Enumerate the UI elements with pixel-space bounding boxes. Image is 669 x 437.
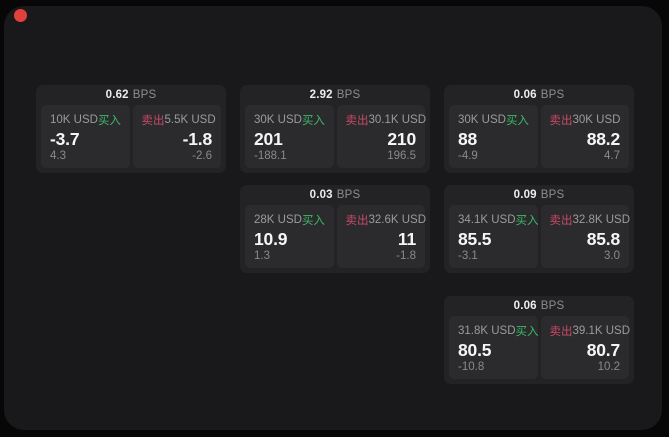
buy-size: 34.1K USD (458, 214, 516, 226)
quote-card: 0.62 BPS 10K USD 买入 -3.7 4.3 卖出 5.5K USD… (36, 85, 226, 173)
sell-label: 卖出 (549, 115, 573, 127)
sell-quote-panel[interactable]: 卖出 30.1K USD 210 196.5 (336, 105, 427, 168)
sell-size: 32.8K USD (572, 214, 631, 226)
buy-label: 买入 (301, 115, 325, 127)
buy-price: 88 (458, 128, 478, 149)
buy-size: 30K USD (458, 114, 506, 126)
buy-change: -4.9 (458, 150, 478, 162)
sell-change: 196.5 (387, 150, 416, 162)
quote-body: 28K USD 买入 10.9 1.3 卖出 32.6K USD 11 -1.8 (245, 205, 427, 268)
quote-card: 0.06 BPS 31.8K USD 买入 80.5 -10.8 卖出 39.1… (444, 296, 634, 384)
spread-bps-value: 0.09 (513, 189, 537, 201)
buy-change: 1.3 (254, 250, 270, 262)
buy-label: 买入 (515, 326, 539, 338)
buy-label: 买入 (515, 215, 539, 227)
buy-quote-panel[interactable]: 30K USD 买入 88 -4.9 (449, 105, 538, 168)
quote-body: 34.1K USD 买入 85.5 -3.1 卖出 32.8K USD 85.8… (449, 205, 631, 268)
card-header: 0.62 BPS (41, 85, 221, 105)
spread-bps-value: 0.06 (513, 300, 537, 312)
buy-price: -3.7 (50, 128, 80, 149)
spread-bps-value: 0.06 (513, 89, 537, 101)
quote-card: 0.03 BPS 28K USD 买入 10.9 1.3 卖出 32.6K US… (240, 185, 430, 273)
card-header: 2.92 BPS (245, 85, 425, 105)
spread-bps-unit: BPS (336, 189, 361, 201)
sell-quote-panel[interactable]: 卖出 39.1K USD 80.7 10.2 (540, 316, 631, 379)
buy-quote-panel[interactable]: 34.1K USD 买入 85.5 -3.1 (449, 205, 539, 268)
sell-label: 卖出 (345, 115, 369, 127)
spread-bps-unit: BPS (132, 89, 157, 101)
sell-quote-panel[interactable]: 卖出 32.8K USD 85.8 3.0 (540, 205, 631, 268)
sell-size: 5.5K USD (164, 114, 216, 126)
buy-quote-panel[interactable]: 30K USD 买入 201 -188.1 (245, 105, 334, 168)
sell-size: 30.1K USD (368, 114, 427, 126)
buy-change: -188.1 (254, 150, 287, 162)
sell-label: 卖出 (549, 326, 573, 338)
sell-quote-panel[interactable]: 卖出 32.6K USD 11 -1.8 (336, 205, 427, 268)
spread-bps-unit: BPS (540, 89, 565, 101)
buy-size: 31.8K USD (458, 325, 516, 337)
sell-label: 卖出 (549, 215, 573, 227)
sell-quote-panel[interactable]: 卖出 30K USD 88.2 4.7 (540, 105, 629, 168)
buy-quote-panel[interactable]: 10K USD 买入 -3.7 4.3 (41, 105, 130, 168)
sell-price: 88.2 (586, 128, 620, 149)
buy-quote-panel[interactable]: 31.8K USD 买入 80.5 -10.8 (449, 316, 539, 379)
sell-price: 210 (387, 128, 416, 149)
sell-label: 卖出 (345, 215, 369, 227)
quote-body: 30K USD 买入 201 -188.1 卖出 30.1K USD 210 1… (245, 105, 427, 168)
buy-price: 85.5 (458, 228, 492, 249)
buy-label: 买入 (301, 215, 325, 227)
buy-quote-panel[interactable]: 28K USD 买入 10.9 1.3 (245, 205, 334, 268)
sell-price: 80.7 (586, 339, 620, 360)
sell-change: 3.0 (604, 250, 620, 262)
buy-price: 201 (254, 128, 283, 149)
buy-size: 30K USD (254, 114, 302, 126)
buy-label: 买入 (505, 115, 529, 127)
spread-bps-value: 0.03 (309, 189, 333, 201)
sell-label: 卖出 (141, 115, 165, 127)
quote-body: 10K USD 买入 -3.7 4.3 卖出 5.5K USD -1.8 -2.… (41, 105, 221, 168)
quote-card: 0.09 BPS 34.1K USD 买入 85.5 -3.1 卖出 32.8K… (444, 185, 634, 273)
card-header: 0.03 BPS (245, 185, 425, 205)
spread-bps-value: 2.92 (309, 89, 333, 101)
spread-bps-unit: BPS (540, 189, 565, 201)
spread-bps-unit: BPS (540, 300, 565, 312)
buy-label: 买入 (97, 115, 121, 127)
sell-quote-panel[interactable]: 卖出 5.5K USD -1.8 -2.6 (132, 105, 221, 168)
buy-price: 10.9 (254, 228, 288, 249)
buy-size: 10K USD (50, 114, 98, 126)
spread-bps-value: 0.62 (105, 89, 129, 101)
sell-price: 11 (397, 228, 416, 249)
buy-change: -3.1 (458, 250, 478, 262)
sell-price: 85.8 (586, 228, 620, 249)
sell-change: 4.7 (604, 150, 620, 162)
quote-body: 31.8K USD 买入 80.5 -10.8 卖出 39.1K USD 80.… (449, 316, 631, 379)
card-header: 0.06 BPS (449, 296, 629, 316)
sell-price: -1.8 (182, 128, 213, 149)
recording-indicator-dot (14, 9, 27, 22)
buy-price: 80.5 (458, 339, 492, 360)
spread-bps-unit: BPS (336, 89, 361, 101)
sell-size: 30K USD (572, 114, 621, 126)
sell-size: 39.1K USD (572, 325, 631, 337)
buy-change: -10.8 (458, 361, 485, 373)
sell-change: -2.6 (192, 150, 212, 162)
quote-body: 30K USD 买入 88 -4.9 卖出 30K USD 88.2 4.7 (449, 105, 629, 168)
buy-size: 28K USD (254, 214, 302, 226)
buy-change: 4.3 (50, 150, 66, 162)
card-header: 0.06 BPS (449, 85, 629, 105)
quote-card: 2.92 BPS 30K USD 买入 201 -188.1 卖出 30.1K … (240, 85, 430, 173)
quote-card: 0.06 BPS 30K USD 买入 88 -4.9 卖出 30K USD 8… (444, 85, 634, 173)
sell-size: 32.6K USD (368, 214, 427, 226)
card-header: 0.09 BPS (449, 185, 629, 205)
sell-change: -1.8 (396, 250, 416, 262)
sell-change: 10.2 (597, 361, 620, 373)
